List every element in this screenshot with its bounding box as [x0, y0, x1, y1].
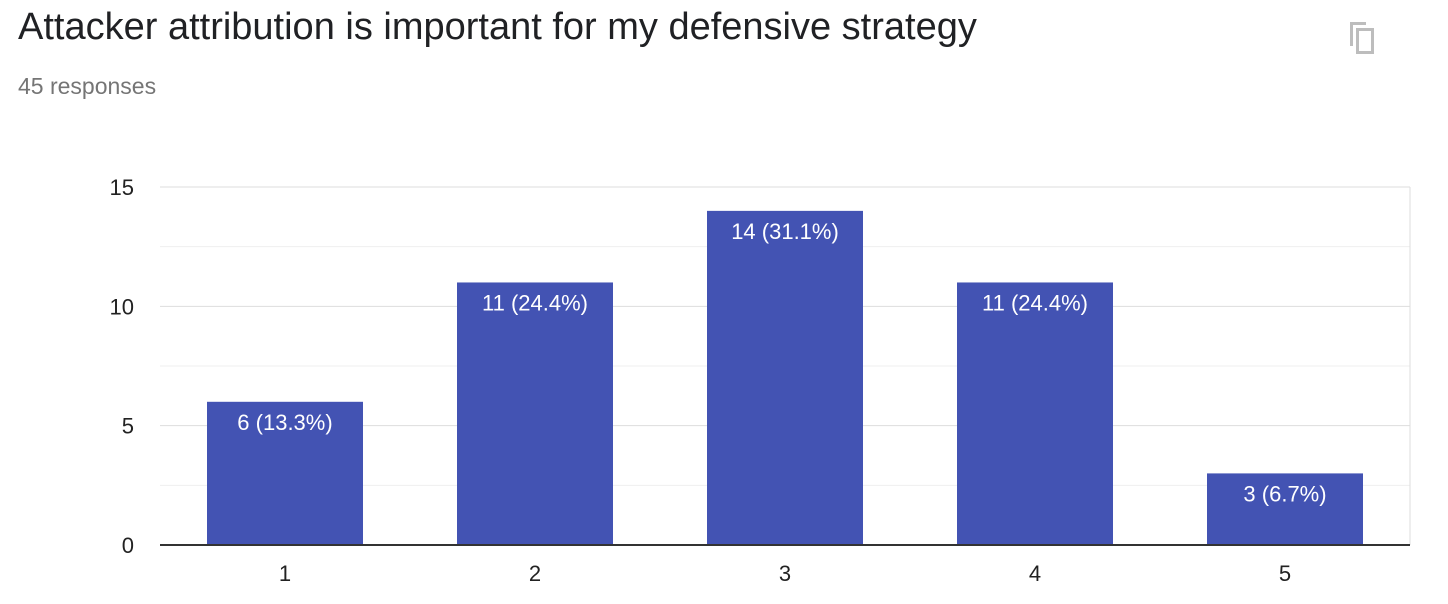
bar-data-label: 6 (13.3%)	[237, 410, 332, 435]
y-tick-label: 0	[122, 533, 134, 558]
y-tick-label: 10	[110, 294, 134, 319]
bar-data-label: 14 (31.1%)	[731, 219, 839, 244]
x-tick-label: 4	[1029, 561, 1041, 586]
bar-data-label: 11 (24.4%)	[982, 290, 1088, 315]
copy-icon	[1350, 22, 1374, 54]
copy-button[interactable]	[1338, 12, 1386, 60]
bar	[707, 210, 863, 545]
bar-data-label: 3 (6.7%)	[1243, 481, 1326, 506]
bar	[1207, 473, 1363, 545]
bar-data-label: 11 (24.4%)	[482, 290, 588, 315]
bar	[957, 282, 1113, 545]
x-tick-label: 3	[779, 561, 791, 586]
chart-title: Attacker attribution is important for my…	[18, 6, 977, 48]
bar	[457, 282, 613, 545]
x-tick-label: 2	[529, 561, 541, 586]
x-tick-label: 1	[279, 561, 291, 586]
response-count: 45 responses	[18, 73, 157, 99]
x-tick-label: 5	[1279, 561, 1291, 586]
y-tick-label: 15	[110, 175, 134, 200]
bar	[207, 401, 363, 545]
y-tick-label: 5	[122, 414, 134, 439]
